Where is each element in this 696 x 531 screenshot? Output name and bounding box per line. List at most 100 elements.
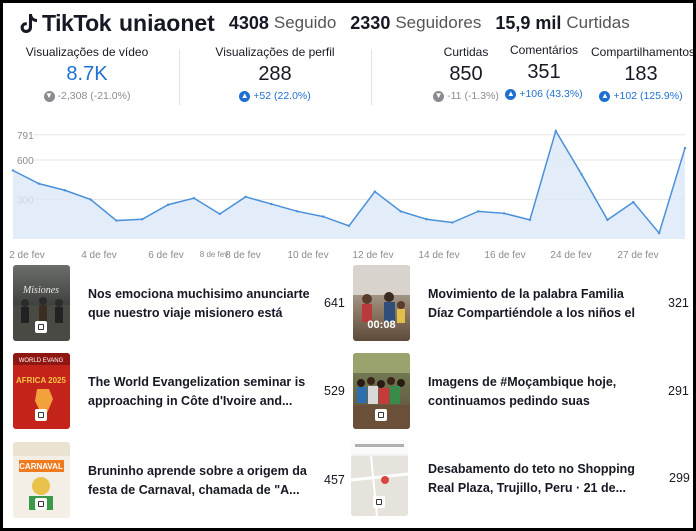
x-tick-label: 6 de fev [148, 250, 184, 261]
data-point[interactable] [554, 129, 557, 133]
data-point[interactable] [166, 203, 170, 206]
metric-label: Compartilhamentos [591, 45, 693, 59]
metric-change-text: +102 (125.9%) [613, 90, 683, 102]
x-tick-label: 27 de fev [617, 250, 658, 261]
video-thumbnail[interactable]: 00:08 [353, 265, 410, 341]
data-point[interactable] [425, 218, 428, 221]
x-tick-label: 24 de fev [550, 250, 591, 261]
metric-change-text: -11 (-1.3%) [447, 90, 499, 102]
likes-label: Curtidas [566, 13, 630, 32]
y-tick-label: 791 [17, 131, 34, 142]
africa-seminar-icon: WORLD EVANG AFRICA 2025 [13, 353, 70, 413]
x-tick-label: 8 de fev [200, 250, 228, 259]
video-views: 321 [668, 296, 689, 310]
data-point[interactable] [244, 195, 247, 199]
video-title[interactable]: Imagens de #Moçambique hoje, continuamos… [428, 375, 617, 408]
metric-value: 183 [624, 63, 658, 85]
tiktok-logo-icon [20, 14, 37, 33]
metric-change: ▼ -2,308 (-21.0%) [11, 90, 163, 102]
video-title[interactable]: Desabamento do teto no Shopping Real Pla… [428, 462, 635, 495]
metric-label: Visualizações de perfil [215, 45, 335, 59]
data-point[interactable] [373, 190, 377, 193]
data-point[interactable] [270, 202, 273, 206]
x-tick-label: 10 de fev [287, 250, 328, 261]
metric-change: ▲ +102 (125.9%) [591, 90, 691, 102]
video-item[interactable]: CARNAVAL Bruninho aprende sobre a origem… [13, 442, 345, 518]
data-point[interactable] [657, 231, 661, 235]
data-point[interactable] [192, 196, 196, 200]
video-duration: 00:08 [367, 319, 396, 331]
metric-video-views[interactable]: Visualizações de vídeo 8.7K ▼ -2,308 (-2… [11, 45, 163, 102]
data-point[interactable] [502, 212, 506, 215]
video-icon [373, 496, 385, 508]
data-point[interactable] [321, 215, 325, 218]
video-item[interactable]: 00:08 Movimiento de la palabra Familia D… [353, 265, 691, 341]
metric-shares[interactable]: Compartilhamentos 183 ▲ +102 (125.9%) [591, 45, 693, 102]
data-point[interactable] [218, 212, 221, 216]
metric-value: 351 [527, 61, 561, 83]
video-views: 299 [669, 471, 690, 485]
video-views: 291 [668, 384, 689, 398]
data-point[interactable] [399, 210, 402, 213]
video-thumbnail[interactable] [353, 353, 410, 429]
metric-profile-views[interactable]: Visualizações de perfil 288 ▲ +52 (22.0%… [195, 45, 355, 102]
x-tick-label: 12 de fev [352, 250, 393, 261]
svg-text:AFRICA 2025: AFRICA 2025 [16, 376, 66, 385]
data-point[interactable] [347, 224, 351, 228]
arrow-down-icon: ▼ [43, 90, 55, 102]
metric-comments[interactable]: Comentários 351 ▲ +106 (43.3%) [499, 43, 589, 100]
data-point[interactable] [451, 221, 454, 224]
metric-change: ▲ +52 (22.0%) [195, 90, 355, 102]
data-point[interactable] [477, 210, 480, 213]
data-point[interactable] [89, 198, 92, 201]
x-tick-label: 4 de fev [81, 250, 117, 261]
divider [371, 49, 372, 105]
video-thumbnail[interactable]: WORLD EVANG AFRICA 2025 [13, 353, 70, 429]
profile-header: TikTok uniaonet 4308 Seguido 2330 Seguid… [3, 3, 693, 43]
video-item[interactable]: WORLD EVANG AFRICA 2025 The World Evange… [13, 353, 345, 429]
series-area [13, 130, 685, 239]
metrics-row: Visualizações de vídeo 8.7K ▼ -2,308 (-2… [3, 43, 693, 107]
x-tick-label: 16 de fev [484, 250, 525, 261]
x-tick-label: 8 de fev [225, 250, 261, 261]
family-photo-icon [353, 265, 410, 323]
data-point[interactable] [141, 218, 144, 221]
following-label: Seguido [273, 13, 337, 32]
video-title[interactable]: Nos emociona muchisimo anunciarte que nu… [88, 287, 310, 320]
video-title[interactable]: Movimiento de la palabra Familia Díaz Co… [428, 287, 635, 320]
video-item[interactable]: Desabamento do teto no Shopping Real Pla… [351, 440, 691, 516]
video-thumbnail[interactable]: Misiones [13, 265, 70, 341]
data-point[interactable] [11, 169, 15, 172]
data-point[interactable] [683, 146, 687, 150]
data-point[interactable] [115, 219, 118, 222]
video-item[interactable]: Misiones Nos emociona muchisimo anunciar… [13, 265, 345, 341]
data-point[interactable] [580, 173, 583, 176]
metric-likes[interactable]: Curtidas 850 ▼ -11 (-1.3%) [423, 45, 509, 102]
data-point[interactable] [63, 189, 66, 192]
video-thumbnail[interactable] [351, 440, 408, 516]
followers-label: Seguidores [395, 13, 482, 32]
analytics-panel: TikTok uniaonet 4308 Seguido 2330 Seguid… [3, 3, 693, 528]
video-title[interactable]: Bruninho aprende sobre a origem da festa… [88, 464, 307, 497]
metric-label: Curtidas [443, 45, 489, 59]
video-views: 529 [324, 384, 345, 398]
data-point[interactable] [296, 210, 299, 213]
profile-handle[interactable]: uniaonet [119, 9, 215, 36]
video-icon [35, 409, 47, 421]
x-tick-label: 14 de fev [418, 250, 459, 261]
data-point[interactable] [632, 200, 635, 204]
followers-count: 2330 [350, 12, 391, 33]
svg-text:CARNAVAL: CARNAVAL [19, 462, 63, 471]
svg-text:WORLD EVANG: WORLD EVANG [19, 358, 64, 364]
video-item[interactable]: Imagens de #Moçambique hoje, continuamos… [353, 353, 691, 429]
metric-change: ▼ -11 (-1.3%) [423, 90, 509, 102]
arrow-up-icon: ▲ [239, 90, 251, 102]
data-point[interactable] [528, 218, 532, 222]
data-point[interactable] [606, 218, 609, 222]
video-thumbnail[interactable]: CARNAVAL [13, 442, 70, 518]
data-point[interactable] [37, 182, 41, 185]
metric-change-text: +52 (22.0%) [253, 90, 311, 102]
video-icon [375, 409, 387, 421]
video-title[interactable]: The World Evangelization seminar is appr… [88, 375, 306, 408]
